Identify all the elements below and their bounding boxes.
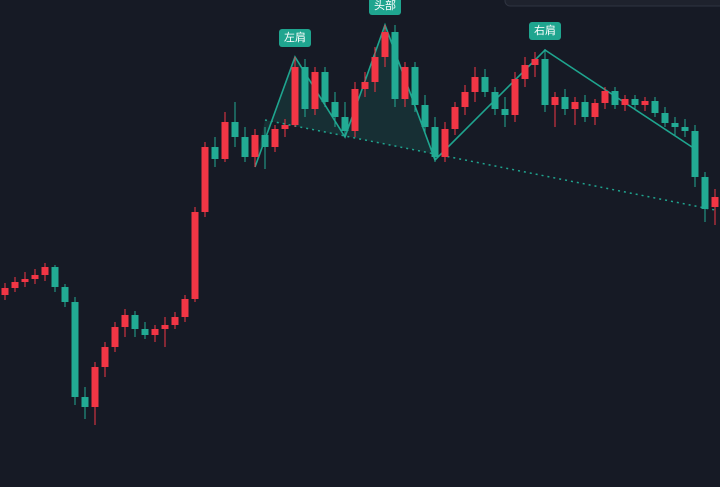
candle-body <box>311 72 319 109</box>
candle-body <box>271 129 279 147</box>
candle-body <box>121 315 129 327</box>
candle-body <box>141 329 149 335</box>
neckline <box>264 119 716 211</box>
candle-body <box>21 279 29 282</box>
candle-body <box>31 275 39 279</box>
candle-body <box>701 177 709 209</box>
label-box <box>279 29 311 47</box>
toolbar <box>504 0 720 7</box>
candle-body <box>381 32 389 57</box>
candle-body <box>541 59 549 105</box>
candle-body <box>91 367 99 407</box>
candle-body <box>681 127 689 131</box>
label-text: 头部 <box>374 0 396 12</box>
pattern-label: 头部 <box>369 0 401 15</box>
candle-body <box>451 107 459 129</box>
pattern-area <box>255 25 435 167</box>
candle-body <box>661 113 669 123</box>
candle-body <box>521 65 529 79</box>
candle-body <box>281 125 289 129</box>
candle-body <box>211 147 219 159</box>
candle-body <box>601 91 609 103</box>
candle-body <box>41 267 49 275</box>
candle-body <box>161 325 169 329</box>
candle-body <box>251 135 259 157</box>
candle-body <box>441 129 449 157</box>
candle-body <box>511 79 519 115</box>
candle-body <box>131 315 139 329</box>
candle-body <box>151 329 159 335</box>
candle-body <box>361 82 369 89</box>
candle-body <box>611 91 619 105</box>
candle-body <box>651 101 659 113</box>
candle-body <box>621 99 629 105</box>
candle-body <box>581 102 589 117</box>
candle-body <box>101 347 109 367</box>
candle-body <box>341 117 349 131</box>
candle-body <box>591 103 599 117</box>
candle-body <box>81 397 89 407</box>
candle-body <box>531 59 539 65</box>
candle-body <box>51 267 59 287</box>
candle-body <box>261 135 269 147</box>
pattern-label: 左肩 <box>279 29 311 47</box>
candle-body <box>241 137 249 157</box>
candle-body <box>471 77 479 92</box>
candle-body <box>561 97 569 109</box>
candle-body <box>201 147 209 212</box>
candle-body <box>71 302 79 397</box>
candle-body <box>551 97 559 105</box>
candle-body <box>431 127 439 157</box>
candle-body <box>111 327 119 347</box>
candle-body <box>421 105 429 127</box>
candle-body <box>351 89 359 131</box>
candle-body <box>411 67 419 105</box>
candle-body <box>171 317 179 325</box>
candle-body <box>371 57 379 82</box>
pattern-label: 右肩 <box>529 22 561 40</box>
candle-body <box>291 67 299 125</box>
candle-body <box>711 197 719 207</box>
candle-body <box>11 282 19 288</box>
candle-body <box>301 67 309 109</box>
candle-body <box>391 32 399 99</box>
candle-body <box>221 122 229 159</box>
candle-body <box>501 109 509 115</box>
label-text: 右肩 <box>534 23 556 37</box>
candle-body <box>231 122 239 137</box>
candle-body <box>631 99 639 105</box>
candle-body <box>491 92 499 109</box>
candle-body <box>181 299 189 317</box>
candle-body <box>191 212 199 299</box>
candle-body <box>1 288 9 295</box>
label-box <box>529 22 561 40</box>
candle-body <box>331 102 339 117</box>
candle-body <box>401 67 409 99</box>
candle-body <box>641 101 649 105</box>
candle-body <box>61 287 69 302</box>
candle-body <box>571 102 579 109</box>
candle-body <box>671 123 679 127</box>
candle-body <box>321 72 329 102</box>
candle-body <box>691 131 699 177</box>
candle-body <box>481 77 489 92</box>
label-box <box>369 0 401 15</box>
label-text: 左肩 <box>284 30 306 44</box>
candle-body <box>461 92 469 107</box>
